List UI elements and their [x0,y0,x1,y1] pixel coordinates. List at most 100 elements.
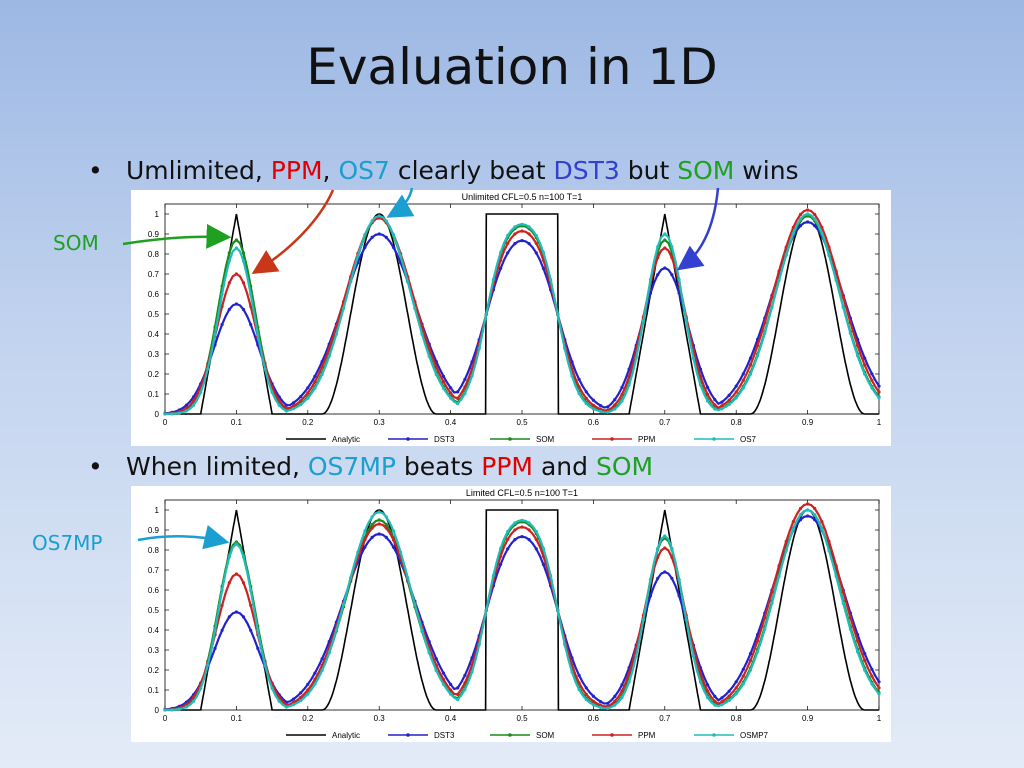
data-point-ppm [627,374,631,379]
data-point-ppm [656,256,660,260]
data-point-ppm [698,671,703,675]
data-point-osmp7 [206,663,210,667]
data-point-dst3 [713,694,717,698]
data-point-ppm [299,695,303,699]
data-point-os7 [291,407,296,411]
data-point-dst3 [391,545,396,549]
data-point-ppm [577,385,581,389]
data-point-dst3 [577,377,581,381]
data-point-osmp7 [806,508,810,512]
y-tick-label: 0.9 [148,230,160,239]
data-point-dst3 [513,242,517,246]
data-point-dst3 [520,535,524,539]
x-tick-label: 0.5 [516,714,528,723]
data-point-ppm [820,520,824,524]
data-point-dst3 [863,356,867,360]
data-point-osmp7 [720,703,724,707]
data-point-osmp7 [163,708,167,712]
data-point-ppm [499,554,503,558]
data-point-dst3 [463,377,467,381]
data-point-osmp7 [349,576,353,580]
data-point-os7 [634,356,638,360]
data-point-osmp7 [598,705,603,709]
data-point-osmp7 [691,654,696,658]
data-point-os7 [691,356,696,360]
data-point-os7 [313,386,317,390]
data-point-ppm [763,616,767,620]
data-point-os7 [856,354,860,358]
data-point-ppm [763,320,767,325]
data-point-os7 [199,390,203,394]
data-point-ppm [798,506,803,511]
data-point-os7 [491,277,495,282]
data-point-dst3 [456,390,460,394]
data-point-os7 [720,407,724,411]
data-point-dst3 [598,404,603,408]
y-tick-label: 0.8 [148,250,160,259]
data-point-os7 [449,396,453,400]
data-point-osmp7 [313,682,317,686]
data-point-os7 [813,217,817,221]
data-point-osmp7 [698,680,703,684]
data-point-os7 [370,219,374,223]
data-point-os7 [670,245,674,249]
y-tick-label: 0 [155,706,160,715]
x-tick-label: 1 [877,714,882,723]
bullet2-ppm: PPM [481,452,534,481]
data-point-osmp7 [727,698,731,703]
data-point-ppm [527,232,531,236]
data-point-ppm [584,396,588,400]
data-point-ppm [770,295,774,299]
data-point-dst3 [234,302,238,306]
data-point-os7 [506,233,510,238]
data-point-ppm [620,392,624,397]
y-tick-label: 0.4 [148,330,160,339]
data-point-dst3 [706,683,710,687]
data-point-dst3 [606,701,610,705]
data-point-ppm [513,232,517,236]
y-tick-label: 0.5 [148,606,160,615]
legend-marker [610,437,614,441]
legend-label: Analytic [332,731,360,740]
data-point-dst3 [677,594,681,598]
data-point-ppm [441,677,446,681]
data-point-os7 [399,254,403,258]
x-tick-label: 0.2 [302,714,314,723]
data-point-osmp7 [320,668,324,673]
data-point-dst3 [863,652,867,656]
x-tick-label: 0.8 [731,714,743,723]
data-point-os7 [834,278,838,282]
data-point-ppm [420,324,424,328]
bullet1-text: , [322,156,339,185]
data-point-os7 [263,367,267,371]
series-line-analytic [165,213,879,415]
data-point-dst3 [220,628,224,632]
y-tick-label: 0.7 [148,270,160,279]
data-point-dst3 [713,398,717,402]
data-point-osmp7 [813,513,817,517]
y-tick-label: 0.4 [148,626,160,635]
data-point-dst3 [741,667,745,671]
x-tick-label: 0.9 [802,418,814,427]
data-point-ppm [320,365,324,369]
data-point-ppm [877,390,881,394]
data-point-dst3 [648,594,653,598]
data-point-os7 [763,331,767,335]
data-point-ppm [277,399,281,403]
data-point-os7 [249,292,253,296]
data-point-os7 [877,396,881,400]
data-point-ppm [434,365,438,369]
data-point-ppm [727,398,731,402]
data-point-ppm [363,538,367,542]
data-point-ppm [748,658,753,663]
data-point-ppm [499,258,503,262]
data-point-osmp7 [427,650,431,654]
data-point-dst3 [534,547,538,551]
series-line-osmp7 [164,508,880,712]
data-point-dst3 [620,683,624,687]
data-point-dst3 [813,518,817,522]
data-point-osmp7 [763,627,767,631]
data-point-osmp7 [663,534,667,538]
data-point-os7 [484,312,488,316]
data-point-ppm [534,241,538,245]
